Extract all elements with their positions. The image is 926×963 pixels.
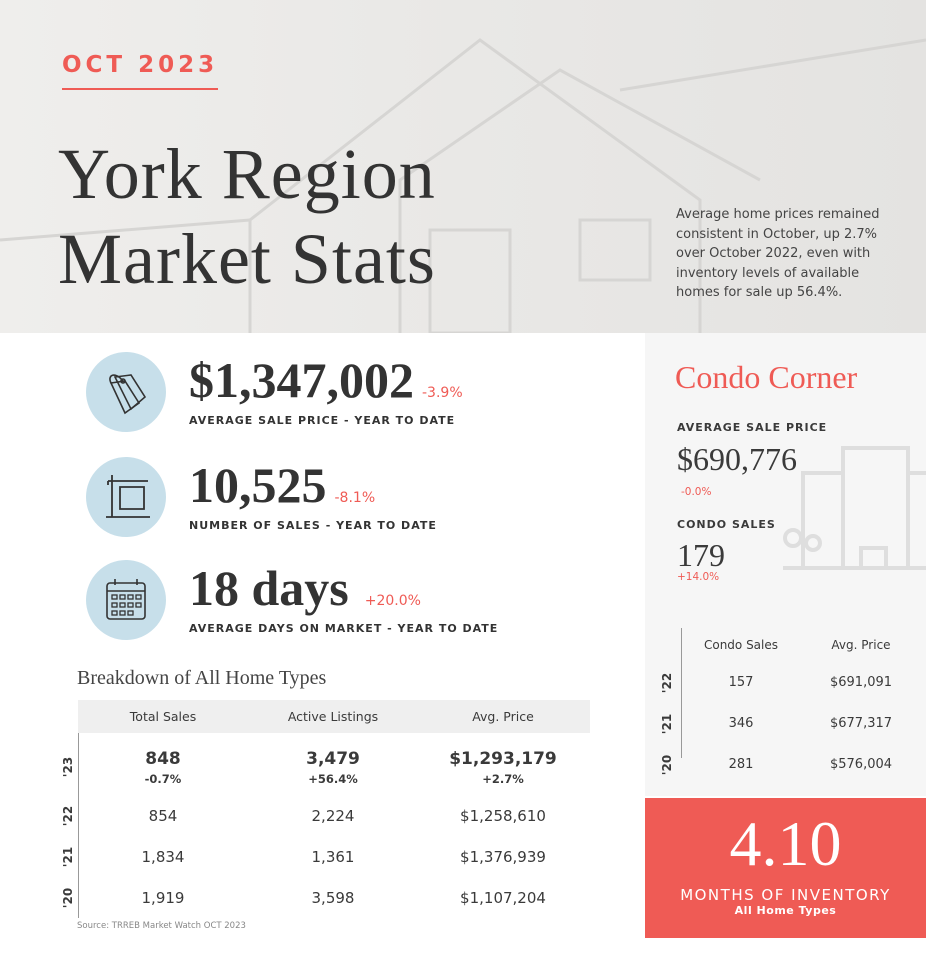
cell-value: $1,376,939	[460, 847, 546, 866]
cell-value: 2,224	[311, 806, 355, 825]
page-title: York Region Market Stats	[58, 134, 436, 299]
report-date: OCT 2023	[62, 52, 219, 78]
column-header: Total Sales	[129, 709, 197, 724]
cell-change: -0.7%	[144, 771, 182, 786]
cell-value: 3,479	[306, 748, 360, 769]
cell-value: $691,091	[829, 675, 893, 690]
table-row: '23 848 -0.7% 3,479 +56.4% $1,293,179 +2.7%	[61, 739, 590, 795]
table-row: '21 1,834 1,361 $1,376,939	[61, 836, 590, 877]
stat-label: NUMBER OF SALES - YEAR TO DATE	[189, 519, 437, 532]
row-year: '21	[61, 846, 76, 867]
cell-value: 848	[145, 748, 181, 769]
condo-sales-value: 179	[677, 537, 725, 573]
cell-value: $1,258,610	[460, 806, 546, 825]
condo-corner-title: Condo Corner	[675, 359, 858, 395]
stat-change: -3.9%	[422, 385, 463, 401]
row-year: '21	[660, 713, 675, 734]
condo-avg-price-value: $690,776	[677, 441, 797, 477]
cell-value: 281	[728, 757, 754, 772]
table-row: '20 281 $576,004	[660, 744, 921, 785]
stat-change: -8.1%	[334, 490, 376, 506]
condo-sales-label: CONDO SALES	[677, 518, 776, 531]
table-row: '20 1,919 3,598 $1,107,204	[61, 877, 590, 918]
condo-sales-change: +14.0%	[677, 571, 720, 583]
cell-change: +56.4%	[308, 771, 358, 786]
inventory-value: 4.10	[729, 808, 842, 879]
cell-value: $677,317	[829, 716, 893, 731]
table-row: '22 157 $691,091	[660, 662, 921, 703]
inventory-sublabel: All Home Types	[734, 904, 837, 917]
cell-value: 1,834	[141, 847, 185, 866]
inventory-label: MONTHS OF INVENTORY	[680, 886, 891, 904]
sale-sign-icon	[86, 457, 166, 537]
row-year: '22	[61, 805, 76, 826]
stat-value: $1,347,002	[189, 352, 414, 408]
condo-corner-panel: Condo Corner AVERAGE SALE PRICE $690,776…	[645, 333, 926, 796]
house-background-image	[0, 38, 926, 333]
date-underline	[62, 88, 218, 90]
cell-value: 346	[728, 716, 754, 731]
condo-building-icon	[783, 446, 926, 570]
intro-text: Average home prices remained consistent …	[676, 207, 880, 300]
table-row: '21 346 $677,317	[660, 703, 921, 744]
column-header: Avg. Price	[831, 638, 891, 652]
stat-value: 18 days	[189, 560, 349, 616]
stat-label: AVERAGE DAYS ON MARKET - YEAR TO DATE	[189, 622, 499, 635]
table-row: '22 854 2,224 $1,258,610	[61, 795, 590, 836]
row-year: '20	[61, 887, 76, 908]
stat-label: AVERAGE SALE PRICE - YEAR TO DATE	[189, 414, 456, 427]
column-header: Avg. Price	[472, 709, 534, 724]
price-tag-icon	[86, 352, 166, 432]
breakdown-table: Total Sales Active Listings Avg. Price '…	[61, 700, 590, 918]
cell-value: $576,004	[829, 757, 893, 772]
months-of-inventory-box: 4.10 MONTHS OF INVENTORY All Home Types	[645, 798, 926, 938]
cell-value: 1,361	[311, 847, 355, 866]
row-year: '20	[660, 754, 675, 775]
cell-value: 157	[728, 675, 754, 690]
breakdown-title: Breakdown of All Home Types	[77, 667, 327, 689]
calendar-icon	[86, 560, 166, 640]
cell-value: 1,919	[141, 888, 185, 907]
cell-value: $1,107,204	[460, 888, 546, 907]
stat-value: 10,525	[189, 457, 327, 513]
column-header: Condo Sales	[703, 638, 779, 652]
cell-value: 854	[148, 806, 178, 825]
cell-value: 3,598	[311, 888, 355, 907]
column-header: Active Listings	[287, 709, 379, 724]
table-divider	[78, 700, 79, 918]
table-divider	[681, 628, 682, 758]
cell-value: $1,293,179	[449, 748, 557, 769]
row-year: '22	[660, 672, 675, 693]
condo-avg-price-change: -0.0%	[681, 486, 712, 498]
condo-table: Condo Sales Avg. Price '22 157 $691,091 '21…	[660, 628, 921, 785]
table-header: Total Sales Active Listings Avg. Price	[78, 700, 590, 733]
row-year: '23	[61, 756, 76, 778]
hero-header: OCT 2023 York Region Market Stats Average…	[0, 0, 926, 333]
stat-change: +20.0%	[364, 593, 421, 609]
cell-change: +2.7%	[482, 771, 524, 786]
condo-avg-price-label: AVERAGE SALE PRICE	[677, 421, 828, 434]
source-note: Source: TRREB Market Watch OCT 2023	[77, 921, 246, 931]
